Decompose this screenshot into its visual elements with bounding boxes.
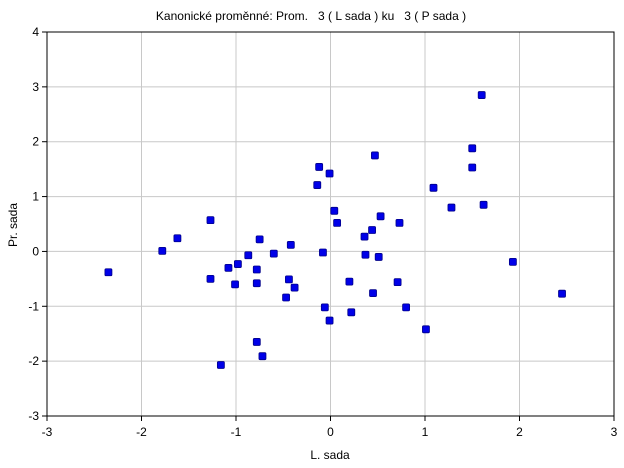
data-point (269, 249, 278, 258)
y-tick-label: 4 (32, 25, 39, 39)
data-point (347, 308, 356, 317)
data-point (231, 280, 239, 289)
data-point (252, 279, 261, 288)
y-tick-label: 0 (32, 244, 39, 258)
data-point (258, 352, 267, 361)
data-point (368, 226, 376, 234)
chart-title: Kanonické proměnné: Prom. 3 ( L sada ) k… (156, 9, 466, 23)
data-point (290, 283, 299, 292)
x-tick-label: 2 (516, 425, 523, 439)
data-point (206, 216, 215, 225)
data-point (319, 248, 327, 257)
data-points (104, 91, 566, 369)
data-point (104, 268, 113, 277)
x-tick-label: 3 (611, 425, 618, 439)
data-point (395, 219, 404, 227)
y-tick-label: -1 (28, 299, 39, 313)
axis-ticks: -3 -2 -1 0 1 2 3 -3 -2 -1 0 1 2 3 4 (28, 25, 617, 439)
data-point (422, 325, 430, 334)
y-tick-label: -3 (28, 409, 39, 423)
data-point (361, 250, 370, 259)
data-point (429, 183, 438, 192)
data-point (330, 206, 339, 215)
data-point (206, 274, 215, 283)
data-point (224, 263, 233, 272)
data-point (325, 316, 334, 325)
data-point (374, 253, 383, 261)
data-point (255, 235, 264, 244)
data-point (216, 361, 225, 369)
data-point (158, 246, 167, 255)
data-point (173, 234, 182, 243)
x-tick-label: 0 (327, 425, 334, 439)
data-point (477, 91, 486, 99)
y-tick-label: 3 (32, 80, 39, 94)
data-point (282, 293, 290, 302)
data-point (315, 163, 324, 171)
y-tick-label: 2 (32, 135, 39, 149)
y-axis-title: Pr. sada (6, 203, 20, 247)
data-point (286, 240, 295, 249)
data-point (479, 200, 488, 209)
x-tick-label: -2 (136, 425, 147, 439)
data-point (285, 275, 293, 284)
data-point (376, 212, 385, 221)
data-point (320, 303, 329, 312)
data-point (558, 289, 566, 298)
data-point (402, 303, 411, 312)
data-point (369, 289, 377, 298)
data-point (360, 232, 369, 241)
data-point (468, 144, 477, 153)
x-tick-label: -1 (231, 425, 242, 439)
data-point (371, 151, 379, 160)
data-point (252, 338, 261, 346)
data-point (244, 251, 253, 260)
data-point (313, 181, 322, 189)
x-tick-label: -3 (42, 425, 53, 439)
x-axis-title: L. sada (310, 448, 350, 462)
data-point (333, 219, 342, 227)
grid-lines (47, 32, 614, 416)
data-point (468, 163, 477, 172)
data-point (393, 278, 402, 287)
data-point (325, 169, 334, 178)
data-point (345, 277, 354, 286)
x-tick-label: 1 (422, 425, 429, 439)
data-point (508, 257, 517, 266)
y-tick-label: -2 (28, 354, 39, 368)
data-point (447, 203, 456, 212)
y-tick-label: 1 (32, 190, 39, 204)
data-point (233, 260, 242, 268)
data-point (252, 265, 261, 274)
